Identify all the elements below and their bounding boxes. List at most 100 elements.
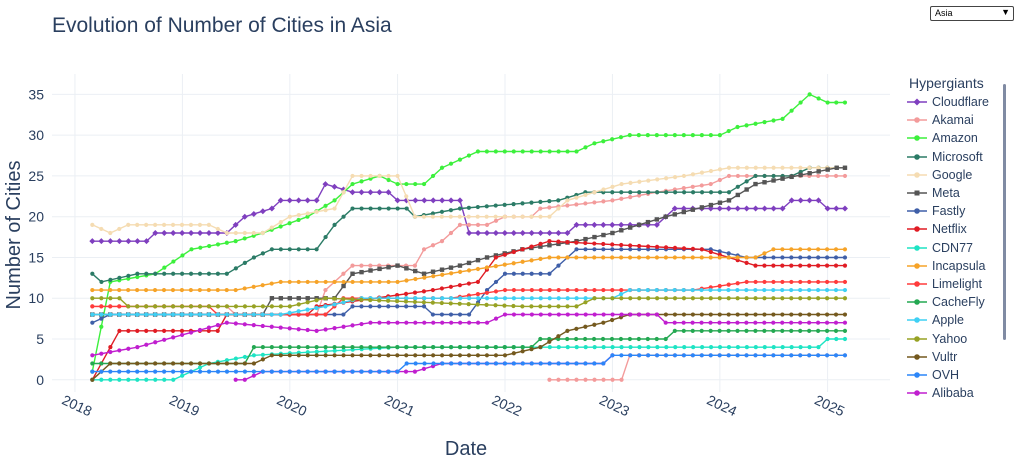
cloudflare-marker	[582, 221, 589, 228]
cloudflare-marker	[125, 238, 132, 245]
legend-item-incapsula[interactable]: Incapsula	[906, 257, 1006, 275]
fastly-marker	[583, 247, 588, 252]
meta-marker	[726, 198, 732, 203]
limelight-marker	[601, 287, 606, 293]
amazon-marker	[502, 149, 507, 154]
microsoft-marker	[771, 173, 776, 179]
microsoft-marker	[197, 271, 203, 276]
cdn77-marker	[144, 377, 149, 382]
ovh-marker	[287, 369, 292, 374]
vultr-marker	[431, 353, 436, 358]
legend-item-apple[interactable]: Apple	[906, 311, 1006, 329]
ovh-marker	[359, 369, 364, 374]
legend-item-cdn77[interactable]: CDN77	[906, 239, 1006, 257]
incapsula-marker	[601, 255, 606, 260]
legend-item-cloudflare[interactable]: Cloudflare	[906, 93, 1006, 111]
yahoo-marker	[278, 304, 283, 309]
legend-item-akamai[interactable]: Akamai	[906, 111, 1006, 129]
cachefly-marker	[269, 345, 274, 350]
vultr-marker	[833, 312, 839, 317]
amazon-marker	[305, 214, 310, 219]
apple-marker	[726, 287, 731, 293]
meta-marker	[735, 192, 741, 198]
cdn77-marker	[717, 345, 723, 350]
region-dropdown[interactable]: Asia ▼	[930, 6, 1014, 21]
cachefly-marker	[377, 345, 382, 350]
apple-marker	[242, 312, 247, 317]
legend-item-microsoft[interactable]: Microsoft	[906, 148, 1006, 166]
ovh-marker	[753, 353, 758, 358]
triangle-down-icon: ▼	[1001, 7, 1010, 17]
legend-label: Alibaba	[932, 386, 974, 401]
legend-item-google[interactable]: Google	[906, 166, 1006, 184]
cdn77-marker	[673, 345, 678, 350]
alibaba-secondary-marker	[233, 377, 238, 382]
netflix-marker	[663, 245, 669, 250]
cdn77-marker	[574, 345, 579, 350]
amazon-marker	[224, 240, 229, 245]
fastly-marker	[448, 312, 454, 317]
cdn77-marker	[834, 336, 839, 342]
yahoo-marker	[180, 304, 185, 309]
netflix-marker	[583, 240, 588, 246]
google-marker	[99, 226, 104, 232]
yahoo-marker	[475, 302, 480, 307]
fastly-marker	[502, 271, 508, 276]
cachefly-marker	[708, 328, 713, 333]
incapsula-marker	[206, 287, 211, 293]
netflix-marker	[708, 249, 713, 255]
fastly-marker	[99, 316, 104, 321]
ovh-marker	[224, 369, 230, 374]
microsoft-marker	[251, 255, 257, 260]
legend-item-limelight[interactable]: Limelight	[906, 275, 1006, 293]
legend-item-amazon[interactable]: Amazon	[906, 129, 1006, 147]
cloudflare-marker	[475, 230, 482, 236]
legend-item-yahoo[interactable]: Yahoo	[906, 329, 1006, 347]
legend-item-vultr[interactable]: Vultr	[906, 348, 1006, 366]
legend-item-meta[interactable]: Meta	[906, 184, 1006, 202]
meta-marker	[466, 260, 472, 266]
ovh-marker	[242, 369, 248, 374]
legend-item-alibaba[interactable]: Alibaba	[906, 384, 1006, 402]
legend-scrollbar[interactable]	[1003, 84, 1006, 340]
legend-item-netflix[interactable]: Netflix	[906, 220, 1006, 238]
google-marker	[188, 222, 194, 227]
amazon-marker	[386, 177, 391, 183]
cloudflare-marker	[618, 221, 625, 228]
incapsula-marker	[690, 255, 695, 260]
legend-item-fastly[interactable]: Fastly	[906, 202, 1006, 220]
netflix-marker	[135, 328, 140, 333]
google-marker	[601, 187, 606, 192]
fastly-marker	[332, 312, 337, 317]
fastly-series-line	[92, 248, 845, 324]
amazon-marker	[350, 181, 355, 187]
amazon-marker	[171, 259, 176, 264]
google-marker	[412, 214, 418, 219]
cloudflare-marker	[313, 197, 320, 204]
cachefly-marker	[368, 345, 373, 350]
alibaba-marker	[726, 320, 731, 325]
ovh-marker	[99, 369, 104, 374]
legend-item-cachefly[interactable]: CacheFly	[906, 293, 1006, 311]
legend-item-ovh[interactable]: OVH	[906, 366, 1006, 384]
incapsula-marker	[152, 287, 158, 293]
ovh-marker	[816, 353, 821, 358]
incapsula-marker	[143, 287, 149, 293]
fastly-marker	[430, 312, 435, 317]
apple-marker	[99, 312, 104, 317]
incapsula-marker	[556, 255, 561, 260]
fastly-marker	[628, 247, 633, 252]
meta-marker	[663, 214, 668, 219]
apple-marker	[789, 287, 794, 293]
alibaba-marker	[645, 312, 651, 317]
vultr-marker	[359, 353, 364, 358]
alibaba-marker	[135, 345, 140, 350]
incapsula-marker	[323, 279, 328, 285]
cdn77-marker	[323, 349, 328, 354]
cloudflare-marker	[241, 213, 248, 220]
yahoo-marker	[323, 296, 328, 301]
fastly-legend-swatch	[907, 208, 927, 215]
cloudflare-marker	[653, 221, 660, 228]
cloudflare-marker	[466, 230, 473, 236]
amazon-marker	[413, 181, 418, 187]
